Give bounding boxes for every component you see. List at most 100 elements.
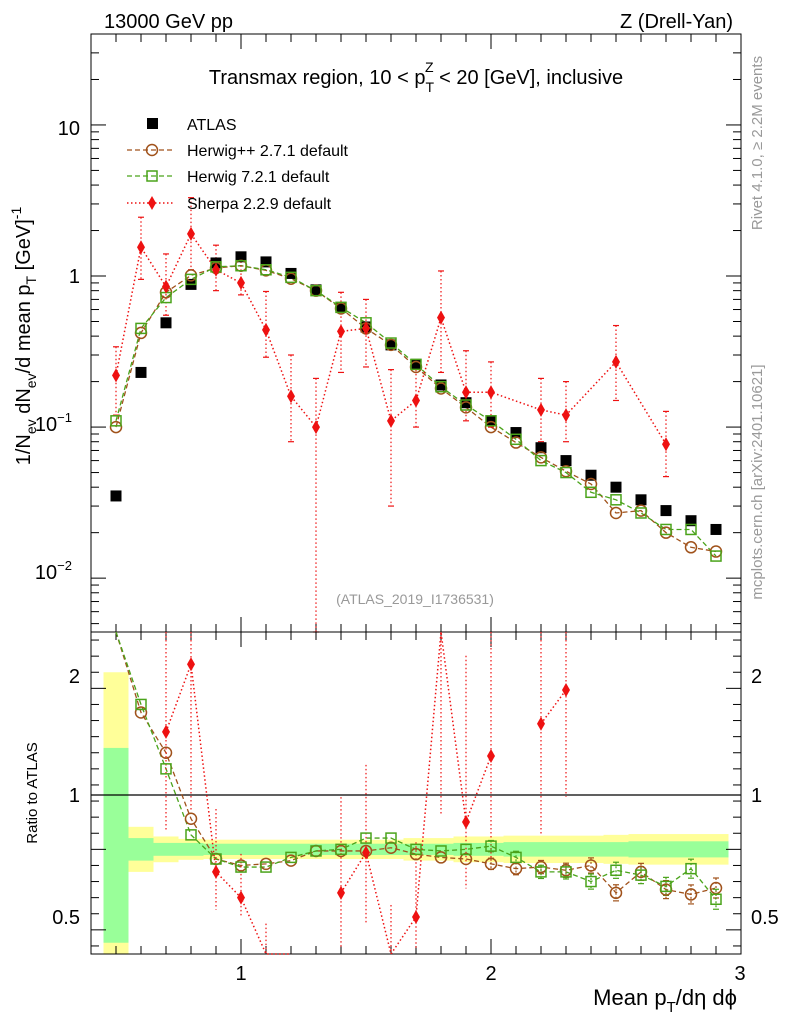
ratio-ylabel: Ratio to ATLAS bbox=[24, 742, 41, 843]
legend-marker-sherpa bbox=[148, 196, 156, 210]
legend: ATLAS Herwig++ 2.7.1 default Herwig 7.2.… bbox=[127, 117, 349, 213]
main-ylabel: 1/Nev dNev/d mean pT [GeV]-1 bbox=[8, 207, 39, 466]
ratio-ytick-label-0.5: 0.5 bbox=[52, 907, 80, 929]
herwigpp-point bbox=[109, 420, 123, 434]
ratio-herwigpp-point bbox=[184, 812, 198, 826]
main-axis-ticks bbox=[90, 33, 742, 632]
herwig7-point bbox=[135, 322, 147, 335]
ratio-sherpa-point bbox=[537, 716, 545, 731]
sherpa-point bbox=[237, 275, 245, 290]
side-label-rivet: Rivet 4.1.0, ≥ 2.2M events bbox=[749, 56, 766, 230]
ratio-herwig7-point bbox=[310, 845, 322, 857]
ratio-data-layer bbox=[115, 631, 723, 956]
analysis-watermark: (ATLAS_2019_I1736531) bbox=[336, 591, 494, 607]
ratio-herwig7-point bbox=[460, 843, 472, 856]
ratio-herwig7-point bbox=[335, 843, 347, 856]
legend-label-herwig7: Herwig 7.2.1 default bbox=[187, 169, 330, 186]
herwig7-point bbox=[435, 380, 447, 393]
ytick-label-0.01: 10−2 bbox=[35, 558, 72, 584]
legend-marker-herwig7 bbox=[146, 170, 158, 182]
ratio-herwig7-point bbox=[260, 861, 272, 873]
ratio-herwig7-point bbox=[485, 840, 497, 852]
xtick-label-3: 3 bbox=[734, 963, 745, 985]
ratio-herwig7-point bbox=[185, 829, 197, 841]
ratio-series-line bbox=[340, 631, 492, 956]
ratio-herwigpp-point bbox=[459, 852, 473, 866]
atlas-point bbox=[710, 523, 722, 535]
herwig7-point bbox=[685, 523, 697, 536]
atlas-point bbox=[160, 317, 172, 329]
ratio-herwig7-point bbox=[285, 851, 297, 864]
band-green bbox=[178, 842, 204, 856]
band-green bbox=[653, 841, 679, 858]
atlas-point bbox=[560, 455, 572, 467]
sherpa-point bbox=[162, 279, 170, 294]
band-green bbox=[378, 843, 404, 855]
ratio-herwigpp-point bbox=[709, 881, 723, 895]
ratio-herwig7-point bbox=[535, 866, 547, 878]
herwig7-point bbox=[185, 273, 197, 286]
ratio-herwigpp-point bbox=[584, 859, 598, 872]
ratio-herwig7-point bbox=[160, 763, 172, 775]
band-green bbox=[128, 838, 154, 861]
ratio-uncertainty-bands bbox=[103, 672, 729, 954]
herwig7-point bbox=[485, 415, 497, 427]
header-right: Z (Drell-Yan) bbox=[620, 11, 733, 33]
main-ytick-labels: 10 1 10−1 10−2 bbox=[35, 118, 80, 584]
ratio-herwig7-point bbox=[585, 875, 597, 888]
legend-entry-herwig7: Herwig 7.2.1 default bbox=[127, 169, 330, 186]
header-left: 13000 GeV pp bbox=[104, 11, 233, 33]
ratio-herwigpp-point bbox=[684, 888, 698, 901]
ratio-herwig7-point bbox=[510, 851, 522, 864]
xtick-label-1: 1 bbox=[235, 963, 246, 985]
herwig7-point bbox=[510, 433, 522, 446]
main-data-layer bbox=[109, 197, 723, 633]
herwig7-point bbox=[535, 454, 547, 467]
sherpa-point bbox=[562, 408, 570, 423]
main-panel: Transmax region, 10 < pTZ < 20 [GeV], in… bbox=[8, 33, 742, 633]
xtick-label-2: 2 bbox=[485, 963, 496, 985]
atlas-point bbox=[410, 358, 422, 370]
ratio-sherpa-point bbox=[212, 864, 220, 879]
sherpa-point bbox=[487, 385, 495, 400]
sherpa-point bbox=[387, 413, 395, 428]
ratio-herwig7-point bbox=[410, 843, 422, 856]
ratio-sherpa-point bbox=[487, 748, 495, 763]
herwigpp-point bbox=[609, 506, 623, 520]
ratio-herwig7-point bbox=[635, 869, 647, 881]
ytick-label-0.1: 10−1 bbox=[35, 410, 72, 436]
band-green bbox=[153, 842, 179, 856]
ratio-herwigpp-point bbox=[434, 851, 448, 864]
ratio-frame bbox=[90, 631, 742, 955]
herwigpp-point bbox=[584, 477, 598, 491]
ratio-ytick-label-2-right: 2 bbox=[751, 666, 762, 688]
band-green bbox=[253, 843, 279, 855]
ratio-herwig7-point bbox=[135, 698, 147, 711]
band-green bbox=[453, 842, 479, 856]
atlas-point bbox=[485, 415, 497, 427]
atlas-point bbox=[235, 251, 247, 263]
herwig7-point bbox=[335, 301, 347, 314]
band-green bbox=[278, 843, 304, 855]
sherpa-point bbox=[462, 385, 470, 400]
legend-entry-atlas: ATLAS bbox=[147, 117, 237, 134]
ratio-herwig7-point bbox=[235, 861, 247, 873]
side-label-mcplots: mcplots.cern.ch [arXiv:2401.10621] bbox=[749, 364, 766, 599]
herwig7-point bbox=[410, 358, 422, 371]
herwig7-point bbox=[285, 271, 297, 284]
herwig7-point bbox=[110, 415, 122, 427]
sherpa-point bbox=[437, 310, 445, 325]
ratio-herwigpp-point bbox=[509, 862, 523, 875]
herwig7-point bbox=[310, 284, 322, 297]
ratio-herwig7-point bbox=[660, 880, 672, 893]
ratio-sherpa-point bbox=[337, 885, 345, 900]
band-green bbox=[103, 747, 129, 943]
atlas-point bbox=[385, 339, 397, 351]
atlas-point bbox=[685, 515, 697, 527]
atlas-point bbox=[610, 481, 622, 493]
herwig7-point bbox=[560, 466, 572, 479]
ratio-sherpa-point bbox=[362, 845, 370, 860]
ratio-ytick-label-2: 2 bbox=[69, 666, 80, 688]
herwig7-point bbox=[585, 486, 597, 499]
ratio-herwig7-point bbox=[360, 832, 372, 844]
